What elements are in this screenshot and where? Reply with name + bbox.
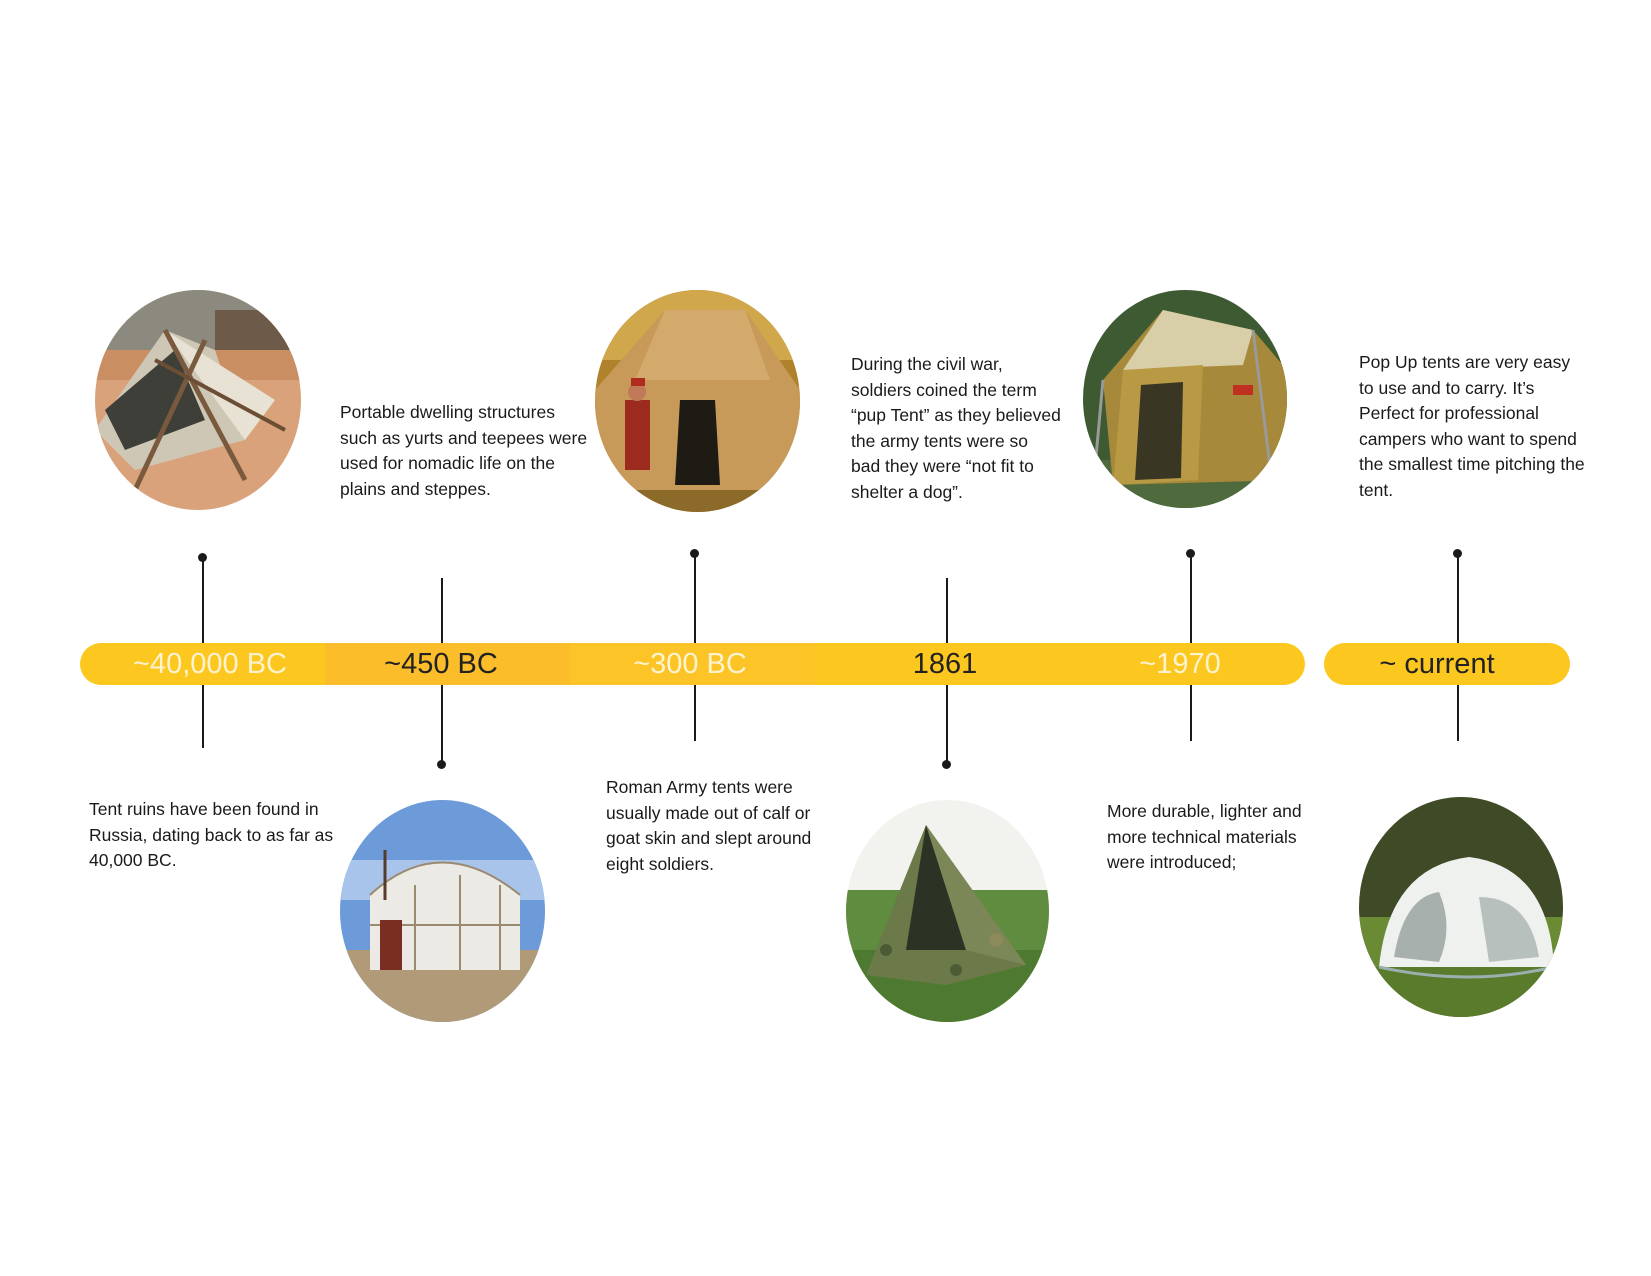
roman-army-tent-photo-icon [595,290,800,512]
event-description: Tent ruins have been found in Russia, da… [89,799,334,870]
timeline-stem [441,685,443,764]
timeline-stem [946,578,948,643]
timeline-stem [1190,553,1192,643]
pop-up-tent-photo-icon [1359,797,1563,1017]
era-label: 1861 [912,648,978,680]
era-label: ~300 BC [633,648,747,680]
timeline-stem [202,685,204,748]
timeline-dot [942,760,951,769]
timeline-bar [80,643,1305,685]
era-label: ~40,000 BC [133,648,287,680]
timeline-stem [946,685,948,764]
event-description: Portable dwelling structures such as yur… [340,402,588,499]
lean-to-tent-photo-icon [95,290,301,510]
timeline-stem [1457,685,1459,741]
era-label: ~450 BC [384,648,498,680]
era-label: ~ current [1379,648,1495,680]
event-description: Roman Army tents were usually made out o… [606,777,812,874]
era-label: ~1970 [1139,648,1221,680]
event-description: During the civil war, soldiers coined th… [851,354,1061,502]
timeline-stem [1190,685,1192,741]
canvas-cabin-tent-photo-icon [1083,290,1287,508]
pup-tent-photo-icon [846,800,1049,1022]
timeline-stem [202,557,204,643]
timeline-stem [694,685,696,741]
timeline-stem [441,578,443,643]
timeline-dot [437,760,446,769]
timeline-stem [1457,553,1459,643]
yurt-photo-icon [340,800,545,1022]
timeline-bar-current [1324,643,1570,685]
event-description: More durable, lighter and more technical… [1107,801,1302,872]
event-description: Pop Up tents are very easy to use and to… [1359,352,1585,500]
timeline-stem [694,553,696,643]
